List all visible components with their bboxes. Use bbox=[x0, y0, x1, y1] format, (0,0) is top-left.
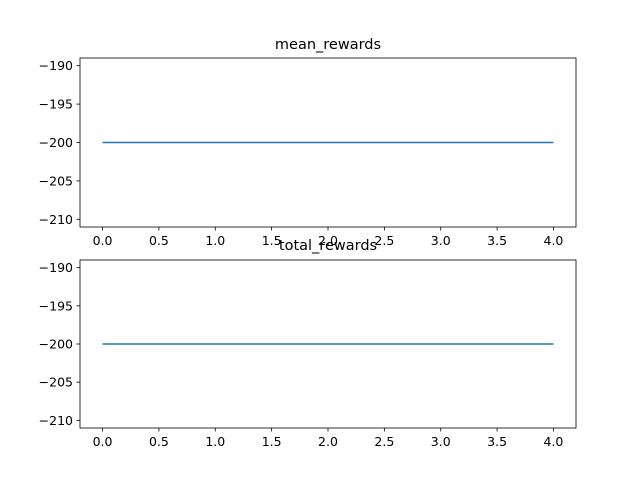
mean-rewards-x-tick-label: 0.0 bbox=[93, 233, 113, 248]
total-rewards-x-tick-label: 3.0 bbox=[431, 434, 451, 449]
total-rewards-title: total_rewards bbox=[279, 238, 377, 254]
total-rewards-subplot: 0.0 0.5 1.0 1.5 2.0 2.5 3.0 3.5 4.0 −190 −195 −200 −… bbox=[39, 259, 577, 449]
mean-rewards-y-tick-label: −200 bbox=[39, 135, 73, 150]
total-rewards-x-tick-label: 1.0 bbox=[205, 434, 225, 449]
total-rewards-x-tick-label: 3.5 bbox=[487, 434, 507, 449]
total-rewards-x-tick-label: 2.5 bbox=[374, 434, 394, 449]
total-rewards-x-tick-label: 4.0 bbox=[544, 434, 564, 449]
total-rewards-y-tick-label: −200 bbox=[39, 337, 73, 352]
total-rewards-y-tick-label: −210 bbox=[39, 413, 73, 428]
mean-rewards-x-tick-label: 2.5 bbox=[374, 233, 394, 248]
mean-rewards-subplot: 0.0 0.5 1.0 1.5 2.0 2.5 3.0 3.5 4.0 −190 −195 −200 −… bbox=[39, 57, 577, 248]
total-rewards-x-tick-label: 2.0 bbox=[318, 434, 338, 449]
total-rewards-x-tick-label: 1.5 bbox=[262, 434, 282, 449]
mean-rewards-x-tick-label: 4.0 bbox=[544, 233, 564, 248]
total-rewards-x-tick-label: 0.0 bbox=[93, 434, 113, 449]
mean-rewards-x-tick-label: 2.0 bbox=[318, 233, 338, 248]
mean-rewards-x-tick-label: 1.0 bbox=[205, 233, 225, 248]
mean-rewards-x-tick-label: 1.5 bbox=[262, 233, 282, 248]
mean-rewards-x-tick-label: 3.0 bbox=[431, 233, 451, 248]
mean-rewards-y-tick-label: −195 bbox=[39, 97, 73, 112]
total-rewards-x-tick-label: 0.5 bbox=[149, 434, 169, 449]
mean-rewards-y-tick-label: −190 bbox=[39, 58, 73, 73]
total-rewards-y-tick-label: −195 bbox=[39, 298, 73, 313]
mean-rewards-y-tick-label: −210 bbox=[39, 212, 73, 227]
mean-rewards-x-tick-label: 0.5 bbox=[149, 233, 169, 248]
total-rewards-y-tick-label: −190 bbox=[39, 260, 73, 275]
mean-rewards-title: mean_rewards bbox=[275, 37, 381, 53]
total-rewards-y-tick-label: −205 bbox=[39, 375, 73, 390]
mean-rewards-y-tick-label: −205 bbox=[39, 173, 73, 188]
mean-rewards-x-tick-label: 3.5 bbox=[487, 233, 507, 248]
